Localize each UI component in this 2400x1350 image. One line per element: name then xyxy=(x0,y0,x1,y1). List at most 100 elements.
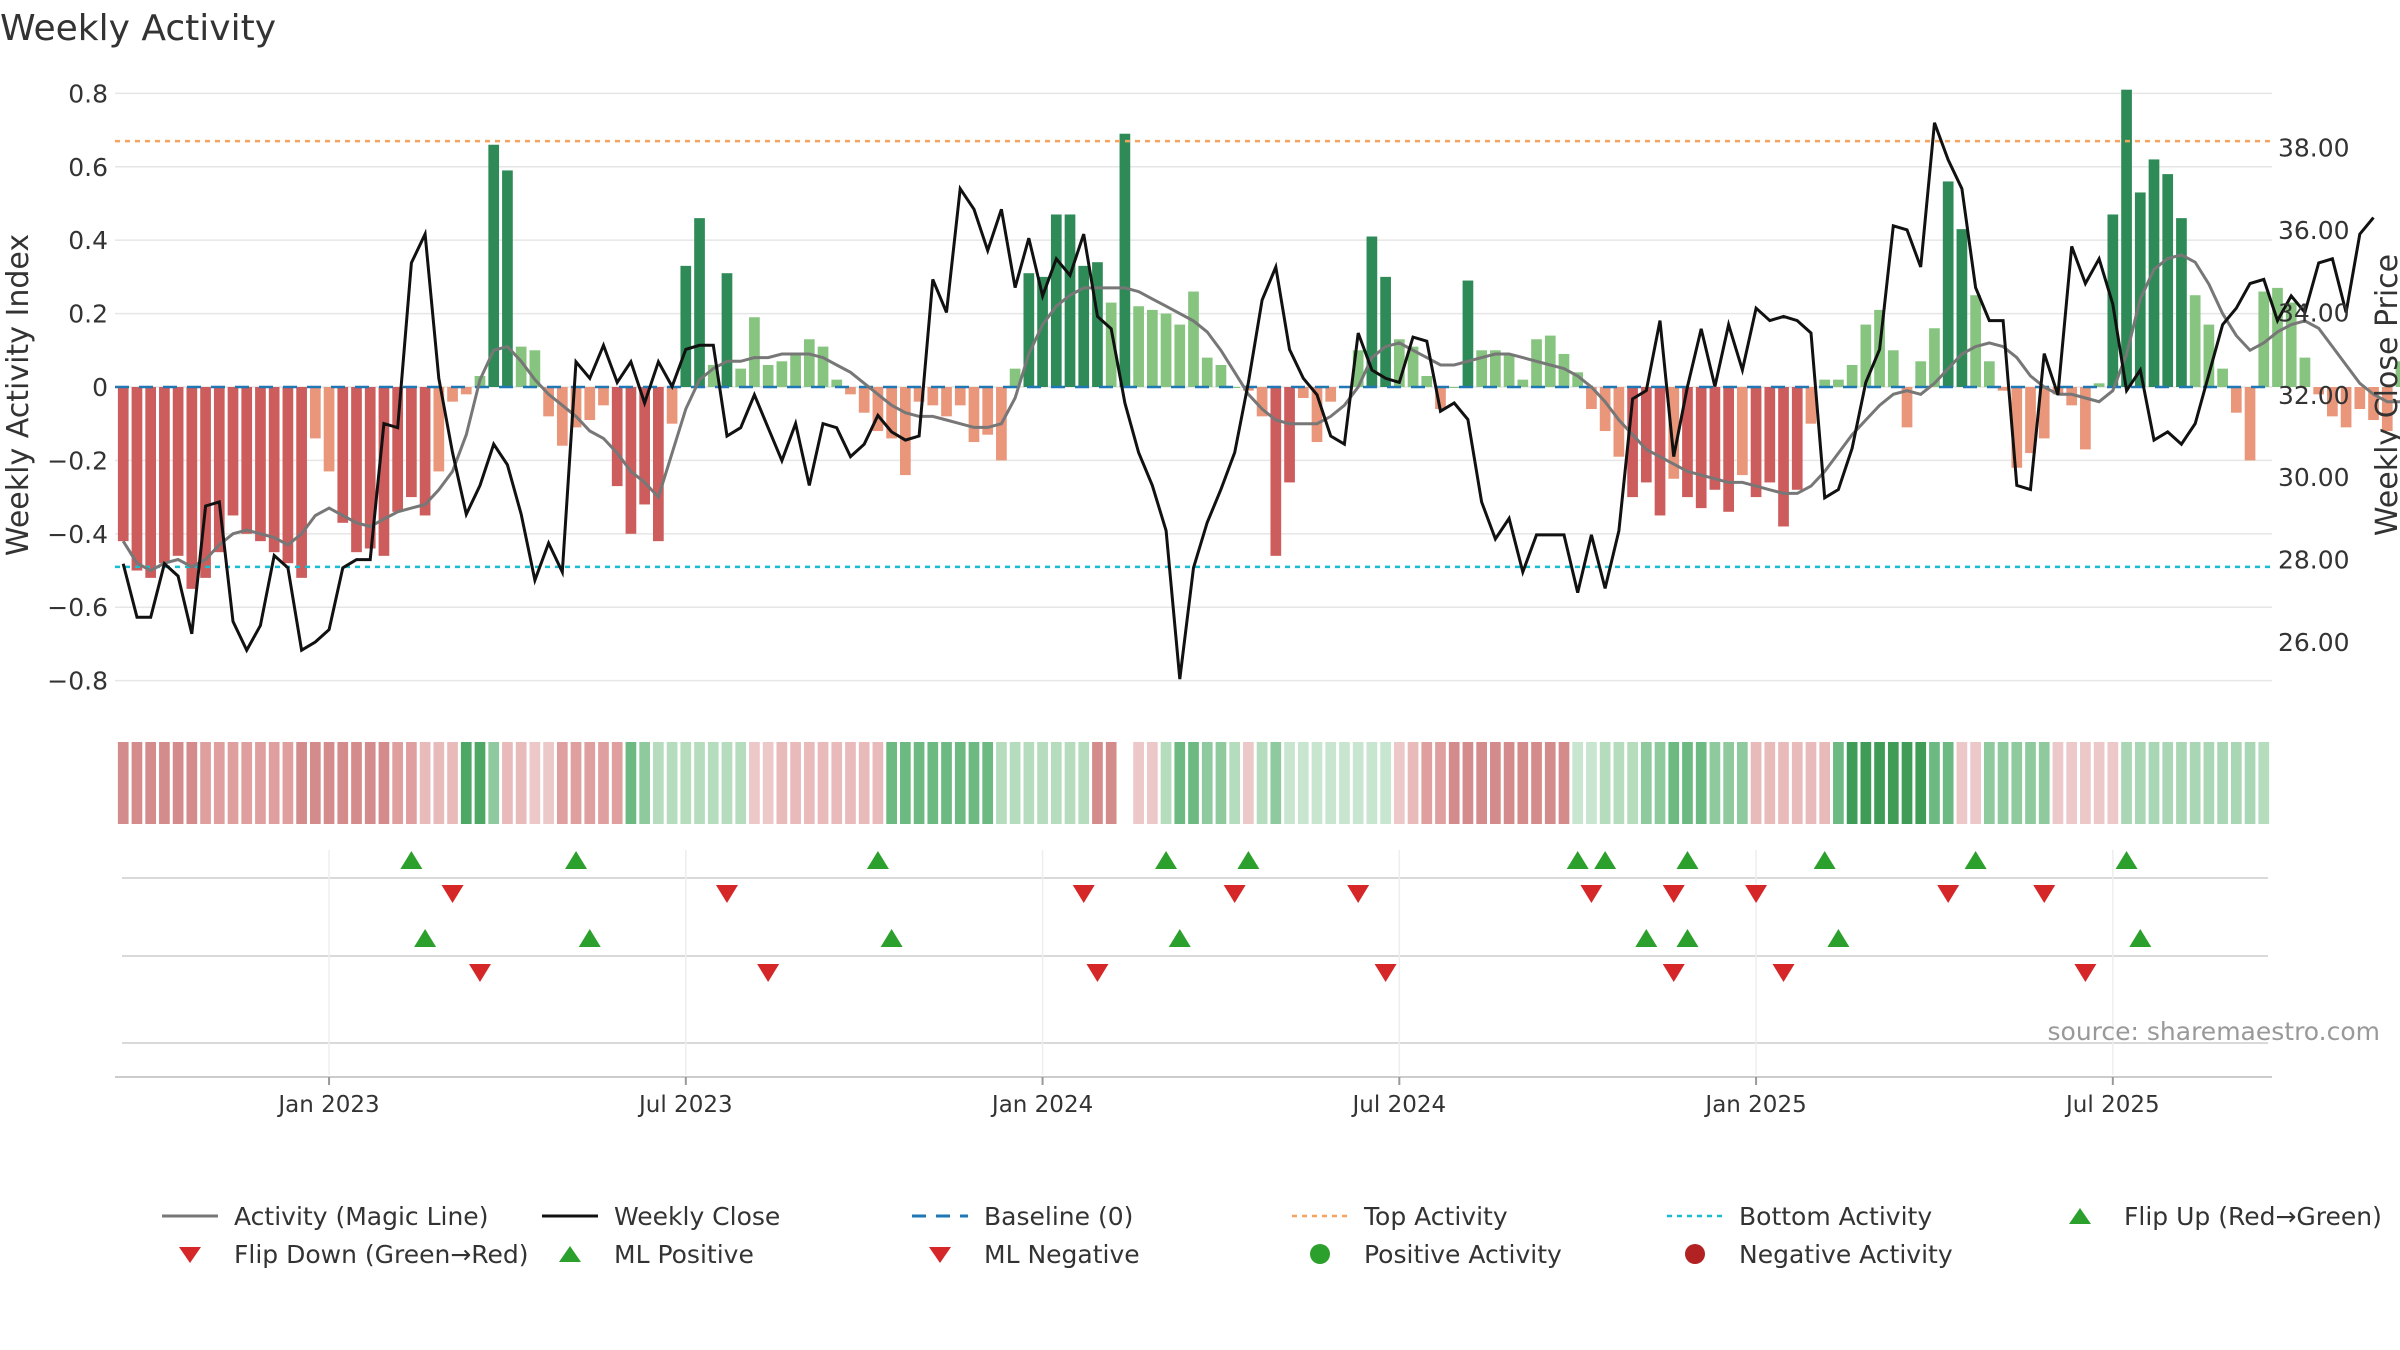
activity-bar xyxy=(1846,364,1858,387)
activity-bar xyxy=(2217,368,2228,387)
y-tick-label-right: 38.00 xyxy=(2278,134,2350,163)
activity-bar xyxy=(2093,383,2105,387)
strip-cell xyxy=(790,742,801,824)
ml-positive-marker xyxy=(578,929,601,947)
strip-cell xyxy=(1435,742,1446,824)
activity-bar xyxy=(803,339,815,387)
legend-item-flip-down: Flip Down (Green→Red) xyxy=(160,1236,529,1272)
activity-bar xyxy=(941,386,952,417)
activity-bar xyxy=(1942,181,1954,387)
activity-bar xyxy=(858,386,870,413)
strip-cell xyxy=(268,742,280,824)
legend-item-ml-positive: ML Positive xyxy=(540,1236,754,1272)
activity-bar xyxy=(680,265,692,387)
activity-bar xyxy=(1778,386,1789,527)
strip-cell xyxy=(227,742,239,824)
strip-cell xyxy=(1284,742,1295,824)
y-tick-label-left: −0.6 xyxy=(47,593,108,622)
activity-bar xyxy=(2176,218,2187,387)
activity-bar xyxy=(1037,276,1048,387)
strip-cell xyxy=(323,742,335,824)
activity-bar xyxy=(1901,386,1913,428)
activity-bar xyxy=(639,386,650,505)
strip-cell xyxy=(1078,742,1090,824)
legend-label: Flip Down (Green→Red) xyxy=(234,1239,529,1269)
triangle-down-icon xyxy=(179,1247,201,1263)
circle-icon xyxy=(1310,1244,1330,1264)
strip-cell xyxy=(1915,742,1927,824)
flip-up-marker xyxy=(1813,851,1836,869)
activity-bar xyxy=(1201,357,1213,387)
activity-bar xyxy=(1517,379,1529,387)
activity-bar xyxy=(1668,386,1680,479)
activity-bar xyxy=(1352,350,1364,387)
activity-bar xyxy=(159,386,170,564)
activity-bar xyxy=(721,273,733,387)
strip-cell xyxy=(831,742,843,824)
activity-bar xyxy=(1229,386,1241,388)
strip-cell xyxy=(1682,742,1693,824)
triangle-down-icon xyxy=(929,1247,951,1263)
strip-cell xyxy=(2011,742,2023,824)
strip-cell xyxy=(941,742,952,824)
activity-bar xyxy=(296,386,307,578)
strip-cell xyxy=(2176,742,2187,824)
flip-up-marker xyxy=(866,851,889,869)
activity-bar xyxy=(1119,133,1131,387)
strip-cell xyxy=(954,742,966,824)
activity-bar xyxy=(309,386,321,439)
strip-cell xyxy=(639,742,650,824)
strip-cell xyxy=(1380,742,1391,824)
strip-cell xyxy=(1613,742,1625,824)
activity-bar xyxy=(1860,324,1872,387)
activity-bar xyxy=(2038,386,2050,439)
activity-bar xyxy=(584,386,596,421)
ml-negative-marker xyxy=(2074,964,2097,982)
activity-bar xyxy=(1723,386,1734,512)
strip-cell xyxy=(515,742,527,824)
activity-bar xyxy=(1586,386,1597,410)
strip-cell xyxy=(1092,742,1103,824)
activity-bar xyxy=(1970,295,1981,387)
strip-cell xyxy=(1160,742,1172,824)
legend-item-bottom-activity: Bottom Activity xyxy=(1665,1198,1932,1234)
activity-bar xyxy=(337,386,349,523)
legend-label: Top Activity xyxy=(1364,1201,1508,1231)
activity-bar xyxy=(1997,386,2009,391)
flip-down-marker xyxy=(441,885,464,903)
strip-cell xyxy=(845,742,856,824)
y-tick-label-right: 34.00 xyxy=(2278,298,2350,327)
activity-bar xyxy=(213,386,225,553)
activity-bar xyxy=(1695,386,1707,509)
activity-bar xyxy=(1174,324,1186,387)
strip-cell xyxy=(282,742,294,824)
magic-line-series xyxy=(121,253,2400,573)
strip-cell xyxy=(1764,742,1776,824)
line-icon xyxy=(162,1214,218,1218)
strip-cell xyxy=(666,742,678,824)
y-tick-label-right: 32.00 xyxy=(2278,381,2350,410)
ml-negative-marker xyxy=(468,964,491,982)
flip-down-marker xyxy=(1662,885,1685,903)
activity-bar xyxy=(694,218,705,387)
legend-label: Negative Activity xyxy=(1739,1239,1953,1269)
strip-cell xyxy=(145,742,157,824)
strip-cell xyxy=(1297,742,1309,824)
flip-down-marker xyxy=(2033,885,2056,903)
ml-positive-marker xyxy=(414,929,437,947)
lines xyxy=(115,122,2400,680)
activity-bar xyxy=(419,386,431,516)
strip-cell xyxy=(1750,742,1762,824)
strip-cell xyxy=(241,742,253,824)
y-tick-label-right: 26.00 xyxy=(2278,628,2350,657)
activity-bar xyxy=(1270,386,1282,556)
strip-cell xyxy=(1887,742,1899,824)
strip-cell xyxy=(186,742,198,824)
y-tick-label-right: 30.00 xyxy=(2278,463,2350,492)
strip-cell xyxy=(1819,742,1831,824)
activity-bar xyxy=(913,386,925,402)
legend-label: Activity (Magic Line) xyxy=(234,1201,489,1231)
activity-bar xyxy=(1915,361,1927,387)
legend-label: Flip Up (Red→Green) xyxy=(2124,1201,2382,1231)
activity-bar xyxy=(1544,335,1556,387)
